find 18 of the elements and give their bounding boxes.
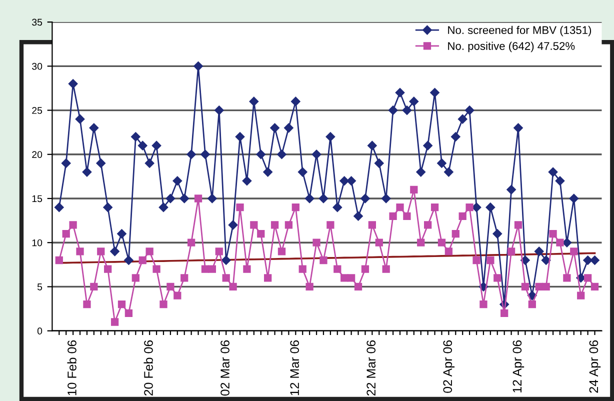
- y-tick-label: 30: [32, 62, 42, 70]
- x-tick-label: 02 Apr 06: [443, 340, 455, 393]
- x-tick-label: 12 Mar 06: [290, 340, 300, 396]
- x-tick-label: 10 Feb 06: [67, 340, 76, 396]
- y-tick-label: 35: [32, 18, 42, 26]
- legend-label: No. positive (642) 47.52%: [448, 42, 575, 52]
- y-tick-label: 0: [37, 328, 42, 334]
- y-tick-label: 10: [32, 239, 42, 246]
- x-tick-label: 22 Mar 06: [366, 340, 376, 396]
- y-tick-label: 15: [32, 195, 42, 202]
- x-tick-label: 12 Apr 06: [512, 340, 524, 392]
- x-tick-label: 24 Apr 06: [589, 340, 601, 393]
- y-tick-label: 25: [32, 107, 42, 114]
- x-tick-label: 20 Feb 06: [144, 340, 153, 396]
- y-tick-label: 20: [32, 151, 42, 158]
- legend-label: No. screened for MBV (1351): [448, 26, 592, 36]
- y-tick-label: 5: [37, 284, 42, 290]
- x-tick-label: 02 Mar 06: [220, 340, 230, 396]
